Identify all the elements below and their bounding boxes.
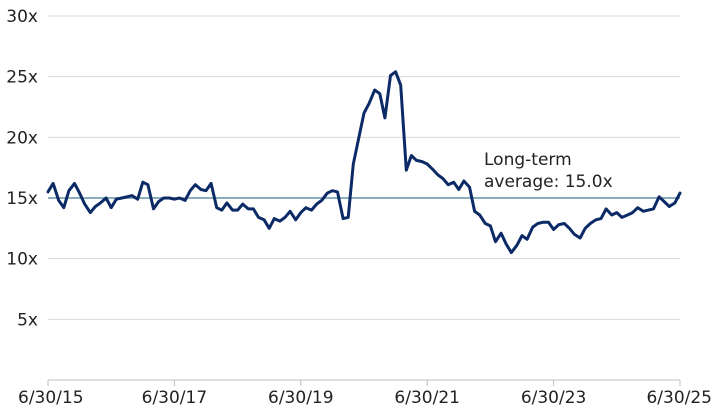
x-tick-label: 6/30/15 xyxy=(18,388,84,408)
x-axis xyxy=(47,379,681,386)
x-tick-label: 6/30/17 xyxy=(142,388,208,408)
y-tick-label: 20x xyxy=(6,128,38,148)
y-tick-label: 25x xyxy=(6,68,38,88)
y-tick-label: 15x xyxy=(6,189,38,209)
gridlines xyxy=(48,15,680,320)
average-annotation: Long-term average: 15.0x xyxy=(484,150,613,192)
x-tick-label: 6/30/19 xyxy=(268,388,334,408)
y-tick-label: 30x xyxy=(6,7,38,27)
x-tick-label: 6/30/25 xyxy=(646,388,712,408)
y-tick-label: 5x xyxy=(17,310,38,330)
y-axis-tick-labels: 5x 10x 15x 20x 25x 30x xyxy=(6,7,38,330)
average-label-line2: average: 15.0x xyxy=(484,172,613,192)
y-tick-label: 10x xyxy=(6,250,38,270)
average-label-line1: Long-term xyxy=(484,150,572,170)
x-axis-tick-labels: 6/30/15 6/30/17 6/30/19 6/30/21 6/30/23 6/30/… xyxy=(18,388,712,408)
series-line xyxy=(46,70,682,255)
series-layer xyxy=(46,70,682,255)
x-tick-label: 6/30/21 xyxy=(394,388,460,408)
x-tick-label: 6/30/23 xyxy=(521,388,587,408)
